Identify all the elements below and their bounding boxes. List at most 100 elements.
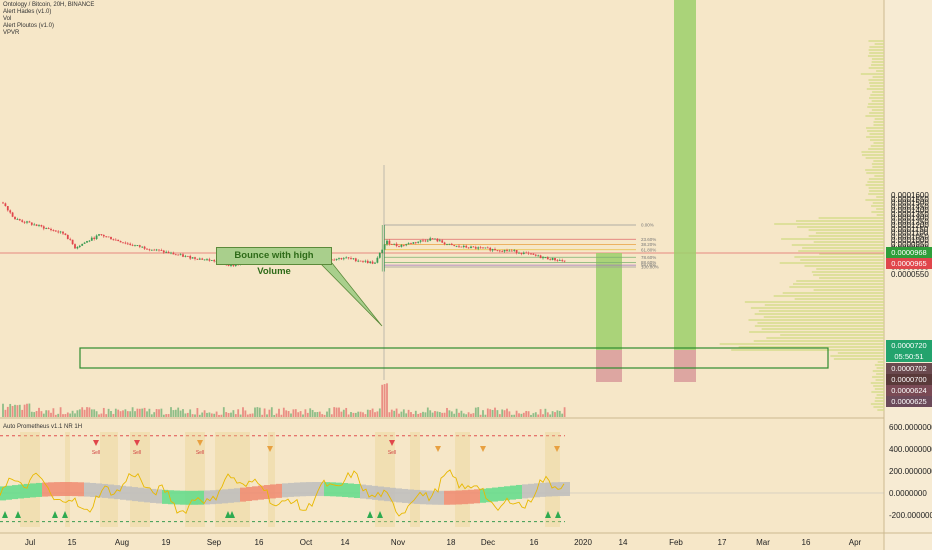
volume-bar [462,413,465,417]
osc-ribbon-segment [102,483,108,498]
price-tick-label: 0.0001050 [891,232,929,241]
time-tick-label: Feb [669,538,683,547]
candle-body [491,249,494,251]
candle-body [381,249,384,253]
osc-ribbon-segment [294,482,300,497]
volume-bar [196,408,199,417]
candle-body [30,222,33,225]
candle-body [374,262,376,264]
volume-bar [426,407,429,417]
candle-body [455,245,458,247]
osc-ribbon-segment [216,489,222,504]
vpvr-bar [869,46,884,48]
candle-body [177,254,180,256]
volume-bar [119,411,122,417]
candle-body [378,252,381,258]
volume-bar [158,409,160,417]
candle-body [90,237,93,241]
volume-bar [124,409,127,417]
time-tick-label: Aug [115,538,129,547]
buy-marker-icon [377,511,383,518]
candle-body [549,259,552,261]
osc-ribbon-segment [0,486,6,501]
time-tick-label: 14 [619,538,628,547]
osc-ribbon-segment [72,482,78,497]
fib-level-label: 100.00% [641,265,659,270]
price-tick-label: 0.0001100 [891,229,929,238]
volume-bar [28,403,31,417]
osc-ribbon-segment [360,484,366,499]
volume-bar [11,405,14,417]
osc-ribbon-segment [192,490,198,505]
volume-bar [510,414,513,417]
volume-bar [122,410,124,417]
candle-body [383,244,386,250]
volume-bar [244,410,247,417]
vpvr-bar [833,358,884,360]
volume-bar [174,409,177,417]
volume-bar [299,411,302,417]
vpvr-bar [774,223,884,225]
vpvr-bar [866,127,884,129]
vpvr-bar [802,247,884,249]
volume-bar [191,414,194,417]
volume-bar [6,406,9,417]
vpvr-bar [866,172,884,174]
volume-bar [400,411,403,417]
osc-ribbon-segment [270,484,276,499]
osc-ribbon-segment [528,483,534,498]
candle-body [558,260,561,261]
volume-bar [539,409,542,417]
vpvr-bar [869,112,884,114]
volume-bar [359,411,362,417]
volume-bar [268,409,271,417]
volume-bar [33,412,36,417]
vpvr-bar [868,40,884,42]
price-tick-label: 0.0001200 [891,221,929,230]
volume-bar [266,414,268,417]
vpvr-bar [871,109,884,111]
osc-ribbon-segment [252,486,258,501]
candle-body [460,246,463,248]
candle-body [345,257,348,259]
volume-bar [251,413,254,417]
candle-body [510,250,513,252]
osc-ribbon-segment [510,485,516,500]
candle-body [527,252,530,254]
volume-bar [254,407,256,417]
vpvr-bar [871,58,884,60]
osc-ribbon-segment [228,488,234,503]
bounce-callout[interactable]: Bounce with high Volume [216,247,332,277]
vpvr-bar [813,289,884,291]
candle-body [335,258,338,260]
volume-bar [206,412,208,417]
candle-body [446,244,448,245]
vpvr-bar [819,253,884,255]
volume-bar [162,414,165,417]
volume-bar [561,413,564,417]
vpvr-bar [861,154,884,156]
volume-bar [374,412,376,417]
tag-price-700: 0.0000700 [886,374,932,385]
osc-ribbon-segment [342,483,348,498]
candle-body [525,252,528,254]
volume-bar [366,409,369,417]
candle-body [453,245,456,246]
vpvr-bar [782,292,884,294]
volume-bar [330,414,333,417]
osc-ribbon-segment [12,485,18,500]
volume-bar [189,409,192,417]
volume-bar [170,407,172,417]
price-tick-label: 0.0001150 [891,225,929,234]
vpvr-bar [871,163,884,165]
vpvr-bar [791,244,884,246]
candle-body [532,253,535,255]
candle-body [102,234,105,237]
vpvr-bar [816,268,884,270]
candle-body [78,245,81,247]
osc-ribbon-segment [42,482,48,497]
volume-bar [81,407,84,417]
volume-bar [21,409,24,417]
volume-bar [213,413,216,417]
